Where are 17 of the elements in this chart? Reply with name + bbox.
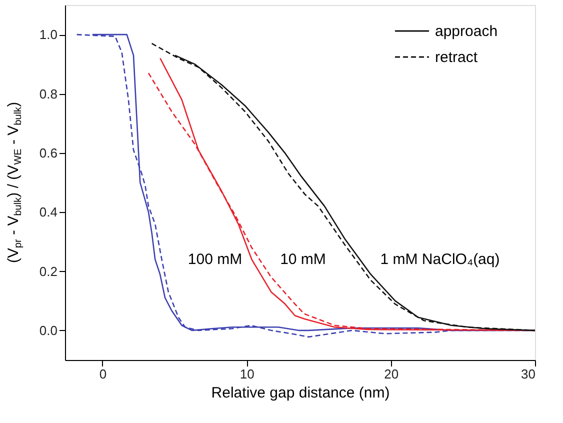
text: (Vpr - Vbulk) / (VWE - Vbulk) xyxy=(5,102,24,264)
y-tick-label: 0.2 xyxy=(39,264,58,279)
y-tick-label: 0.8 xyxy=(39,86,58,102)
x-tick-label: 10 xyxy=(240,366,254,382)
legend-label: retract xyxy=(435,49,478,66)
y-tick-label: 0.4 xyxy=(39,204,58,220)
y-tick-label: 0.6 xyxy=(39,145,58,160)
annotation: 10 mM xyxy=(280,251,326,268)
legend-label: approach xyxy=(435,23,498,40)
x-tick-label: 0 xyxy=(99,366,107,382)
x-tick-label: 20 xyxy=(384,366,399,382)
y-tick-label: 1.0 xyxy=(39,27,58,42)
y-tick-label: 0.0 xyxy=(39,322,58,338)
x-tick-label: 30 xyxy=(521,366,536,382)
x-axis-title: Relative gap distance (nm) xyxy=(211,384,390,402)
annotation: 1 mM NaClO₄(aq) xyxy=(380,251,500,268)
annotation: 100 mM xyxy=(188,251,242,268)
